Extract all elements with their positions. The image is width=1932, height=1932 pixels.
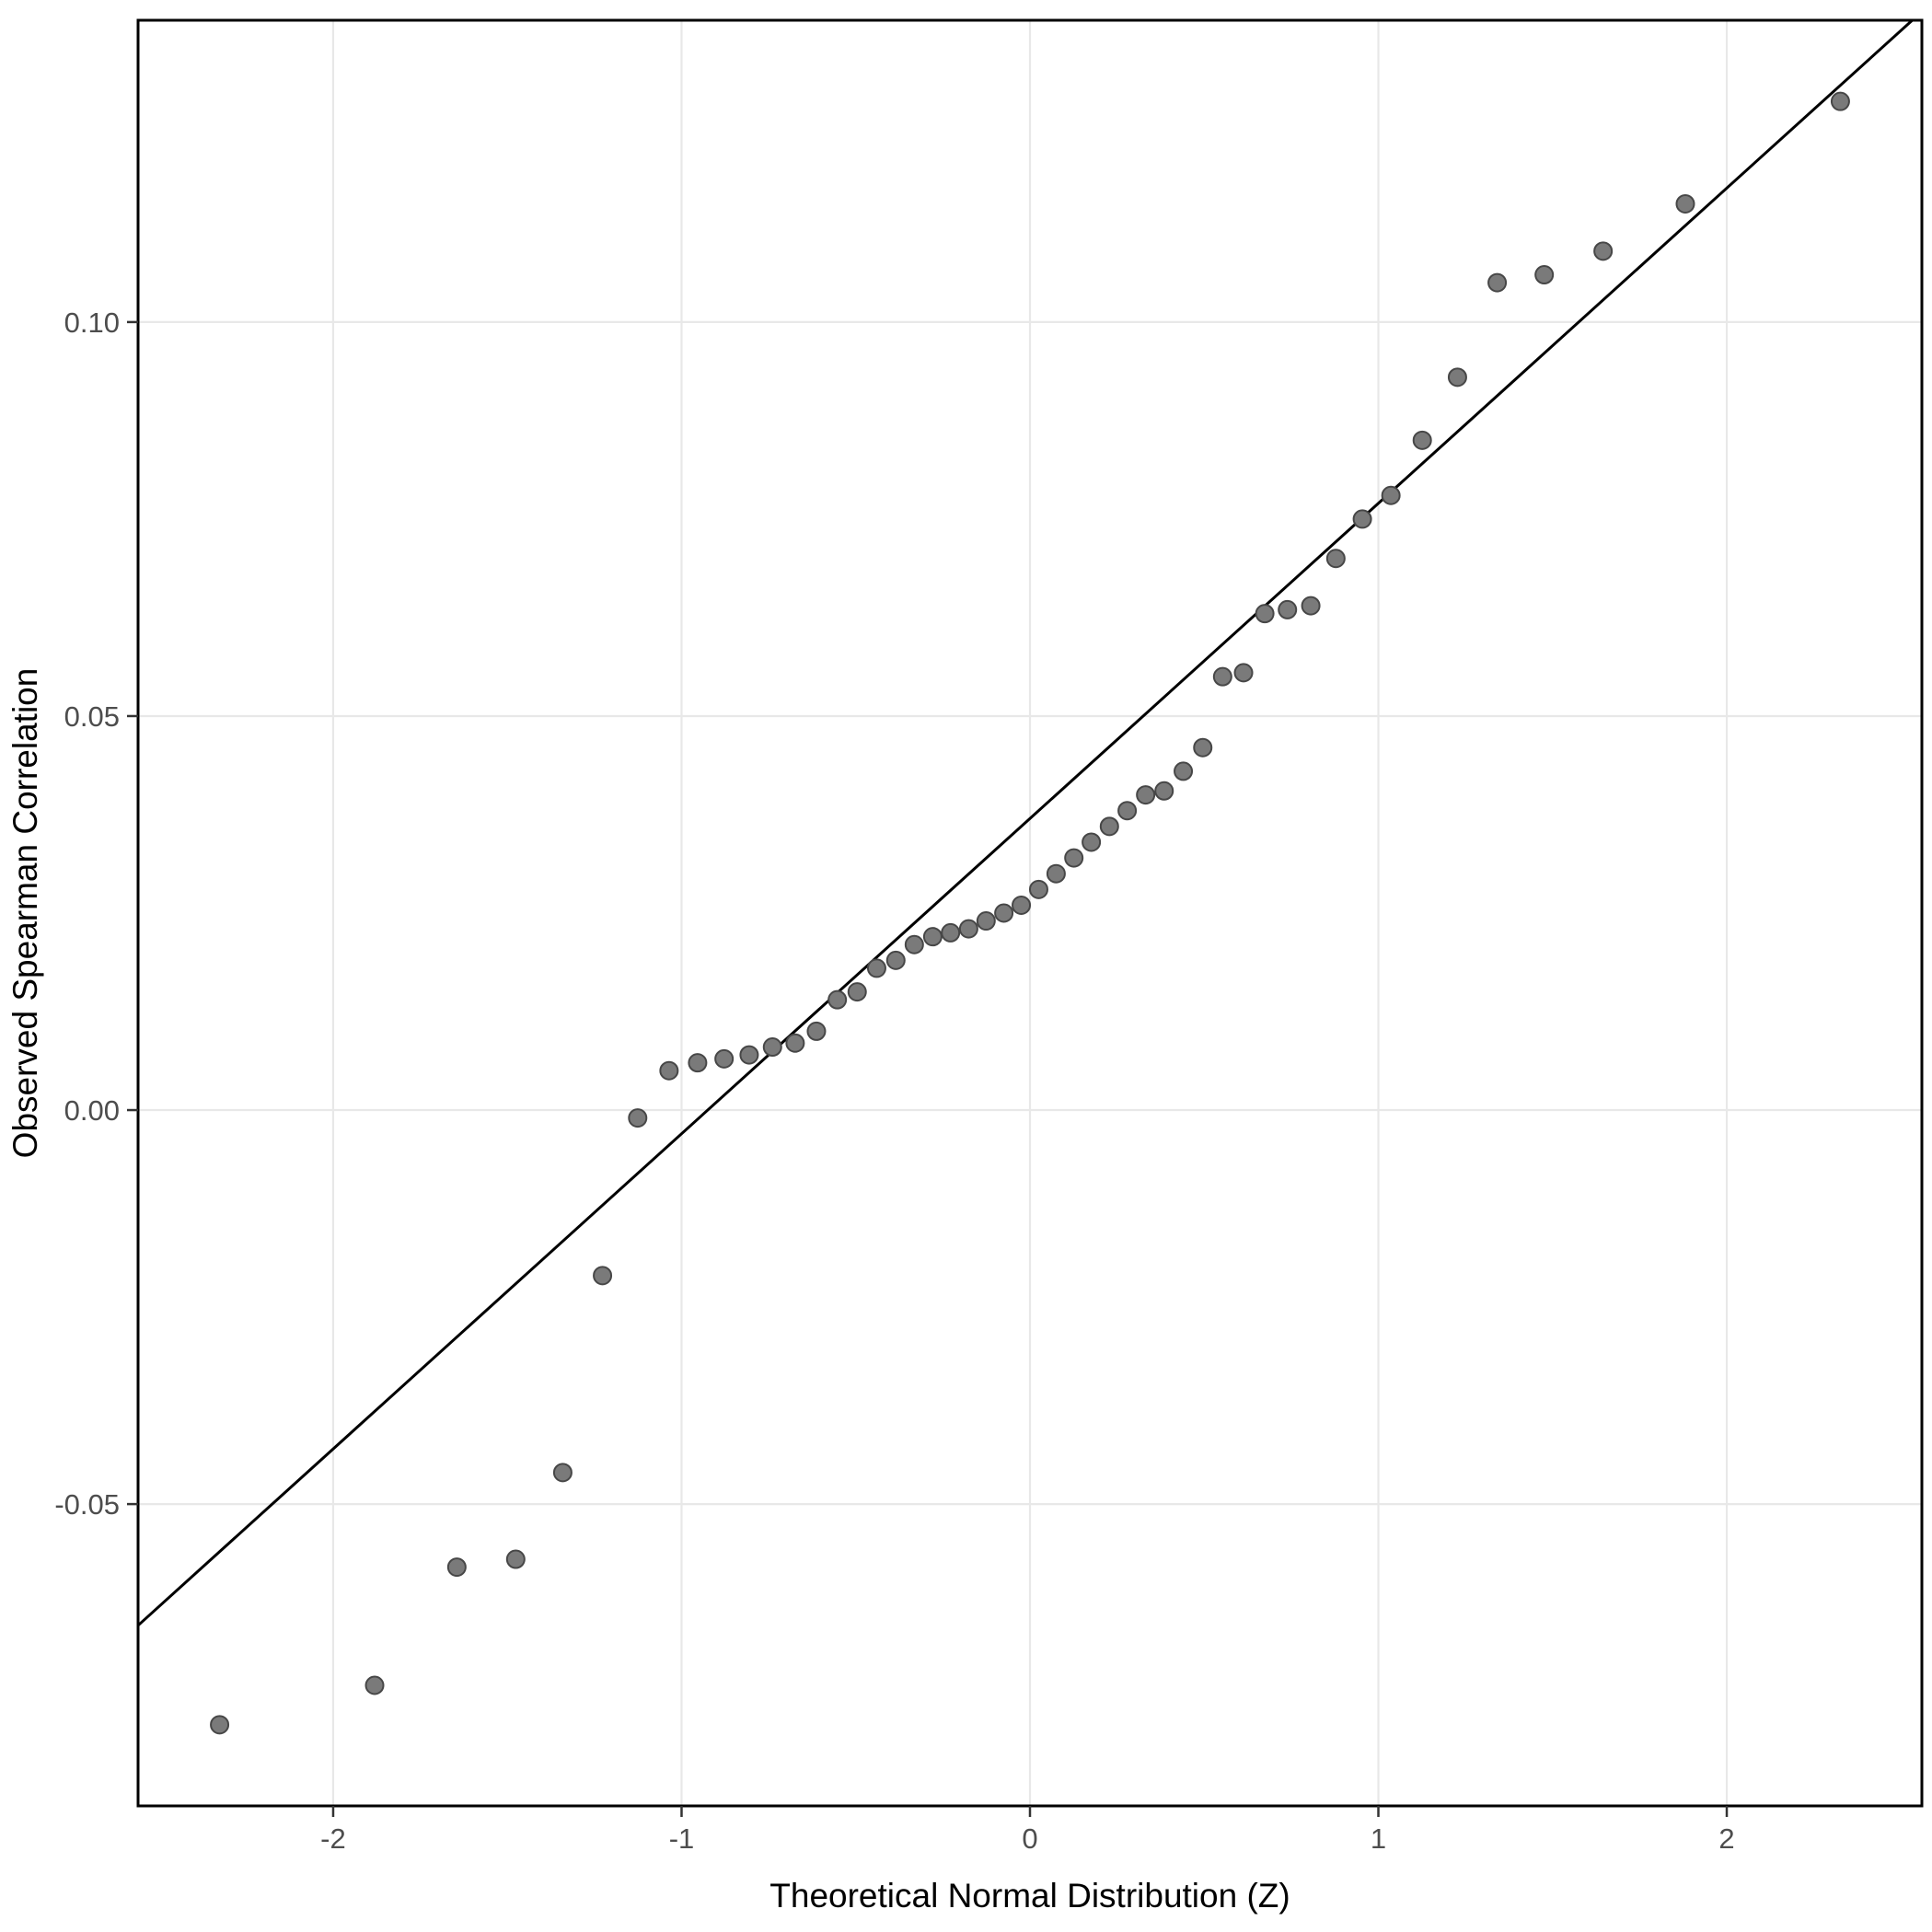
y-tick-label: -0.05 (54, 1488, 120, 1521)
x-tick-label: 0 (1022, 1822, 1037, 1855)
reference-line (136, 18, 1914, 1627)
data-point (941, 922, 961, 943)
data-point (1212, 666, 1232, 687)
data-point (552, 1463, 573, 1483)
data-point (1117, 801, 1138, 821)
data-point (1487, 272, 1508, 293)
axis-layer: -2 -1 0 1 2 -0.05 0.00 0.05 0.10 (54, 18, 1924, 1855)
data-point (806, 1021, 827, 1041)
y-tick-label: 0.10 (64, 307, 120, 339)
data-point (210, 1715, 230, 1735)
data-point (866, 958, 886, 978)
data-point (1534, 265, 1555, 285)
y-tick-label: 0.05 (64, 700, 120, 733)
y-tick-label: 0.00 (64, 1094, 120, 1127)
data-point (958, 919, 978, 939)
data-point (1012, 895, 1032, 915)
data-point (659, 1060, 679, 1081)
data-point (1381, 485, 1401, 505)
data-point (446, 1557, 467, 1578)
data-point (1082, 832, 1102, 852)
data-point (714, 1048, 735, 1069)
data-point (762, 1037, 782, 1058)
data-point (1099, 816, 1119, 837)
data-point (1233, 663, 1254, 683)
data-point (1412, 430, 1432, 450)
data-point (976, 911, 996, 931)
data-point (1046, 863, 1066, 884)
data-point (904, 934, 924, 954)
data-point (1154, 781, 1174, 801)
data-point (1325, 549, 1346, 569)
data-point (785, 1033, 805, 1053)
data-point (593, 1266, 613, 1286)
data-point (1193, 737, 1213, 758)
data-point (1352, 509, 1372, 529)
x-tick-label: -2 (320, 1822, 346, 1855)
data-point (1830, 91, 1850, 111)
data-point (827, 989, 848, 1010)
data-point (847, 982, 867, 1002)
data-point (1064, 848, 1084, 868)
data-point (1301, 596, 1321, 616)
data-point (994, 903, 1014, 923)
data-point (1028, 879, 1048, 899)
data-point (885, 950, 906, 970)
data-point (628, 1108, 648, 1128)
gridline-layer (138, 20, 1922, 1806)
x-tick-label: 1 (1371, 1822, 1386, 1855)
x-axis-title: Theoretical Normal Distribution (Z) (769, 1877, 1290, 1915)
data-point (505, 1549, 526, 1569)
data-point (1174, 761, 1194, 781)
x-tick-label: 2 (1718, 1822, 1734, 1855)
data-point (688, 1053, 708, 1073)
data-marks-layer (136, 18, 1914, 1735)
data-point (1675, 193, 1695, 214)
data-point (1593, 241, 1614, 261)
data-point (1255, 604, 1275, 624)
data-point (1136, 785, 1156, 805)
data-point (364, 1675, 385, 1695)
data-point (922, 927, 943, 947)
x-tick-label: -1 (669, 1822, 695, 1855)
data-point (1278, 599, 1298, 619)
data-point (739, 1045, 759, 1065)
y-axis-title: Observed Spearman Correlation (6, 668, 44, 1159)
data-point (1447, 367, 1467, 388)
